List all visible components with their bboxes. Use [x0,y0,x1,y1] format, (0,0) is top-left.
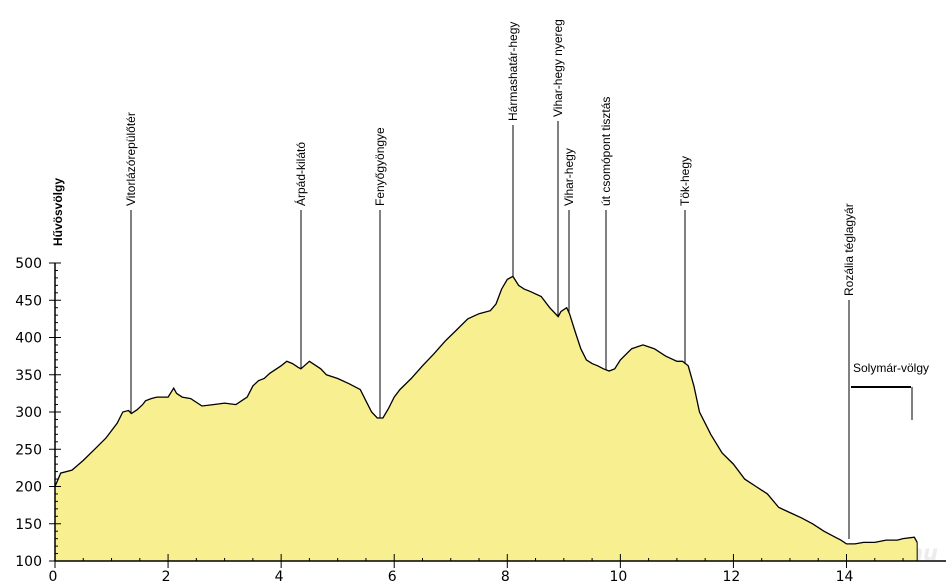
x-tick-label: 2 [162,569,171,585]
x-tick-label: 14 [836,569,854,585]
waypoint-label: Vihar-hegy nyereg [551,19,565,117]
y-tick-label: 350 [15,368,42,384]
y-tick-label: 100 [15,554,42,570]
x-tick-label: 6 [388,569,397,585]
y-tick-label: 200 [15,480,42,496]
x-tick-label: 8 [501,569,510,585]
y-tick-label: 500 [15,256,42,272]
waypoint-label: Fenyőgyöngye [373,127,387,206]
y-tick-label: 450 [15,293,42,309]
x-tick-label: 10 [609,569,627,585]
waypoint-label: Solymár-völgy [853,361,929,375]
y-tick-label: 300 [15,405,42,421]
waypoint-label: Rozália téglagyár [842,203,856,296]
waypoint-label: Tök-hegy [678,156,692,206]
waypoint-label: Vihar-hegy [562,148,576,206]
waypoint-label: Vitorlázórepülőtér [124,112,138,206]
waypoint-label: út csomópont tisztás [599,97,613,206]
y-tick-label: 250 [15,442,42,458]
axes: 100 150 200 250 300 350 400 450 500 0 2 4 6 8 10 12 14 [15,256,946,585]
x-tick-label: 12 [723,569,741,585]
x-tick-label: 0 [49,569,58,585]
y-tick-label: 150 [15,517,42,533]
elevation-line [54,275,918,545]
y-tick-label: 400 [15,331,42,347]
waypoint-label: Hármashatár-hegy [506,22,520,121]
elevation-area [54,275,918,561]
waypoint-label: Árpád-kilátó [293,142,308,206]
x-tick-label: 4 [275,569,284,585]
waypoint-markers: Hűvösvölgy Vitorlázórepülőtér Árpád-kilátó… [51,19,929,539]
waypoint-label-start: Hűvösvölgy [51,178,65,246]
area-fill [55,276,918,561]
